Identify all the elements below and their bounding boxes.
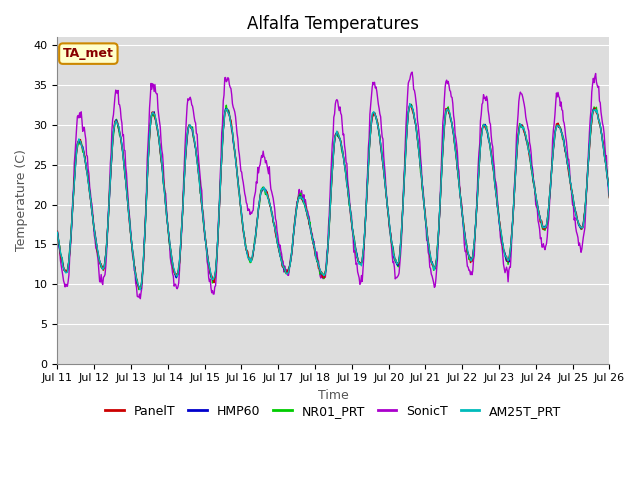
Title: Alfalfa Temperatures: Alfalfa Temperatures — [248, 15, 419, 33]
Y-axis label: Temperature (C): Temperature (C) — [15, 150, 28, 252]
Legend: PanelT, HMP60, NR01_PRT, SonicT, AM25T_PRT: PanelT, HMP60, NR01_PRT, SonicT, AM25T_P… — [100, 400, 566, 423]
X-axis label: Time: Time — [318, 389, 349, 402]
Text: TA_met: TA_met — [63, 47, 114, 60]
